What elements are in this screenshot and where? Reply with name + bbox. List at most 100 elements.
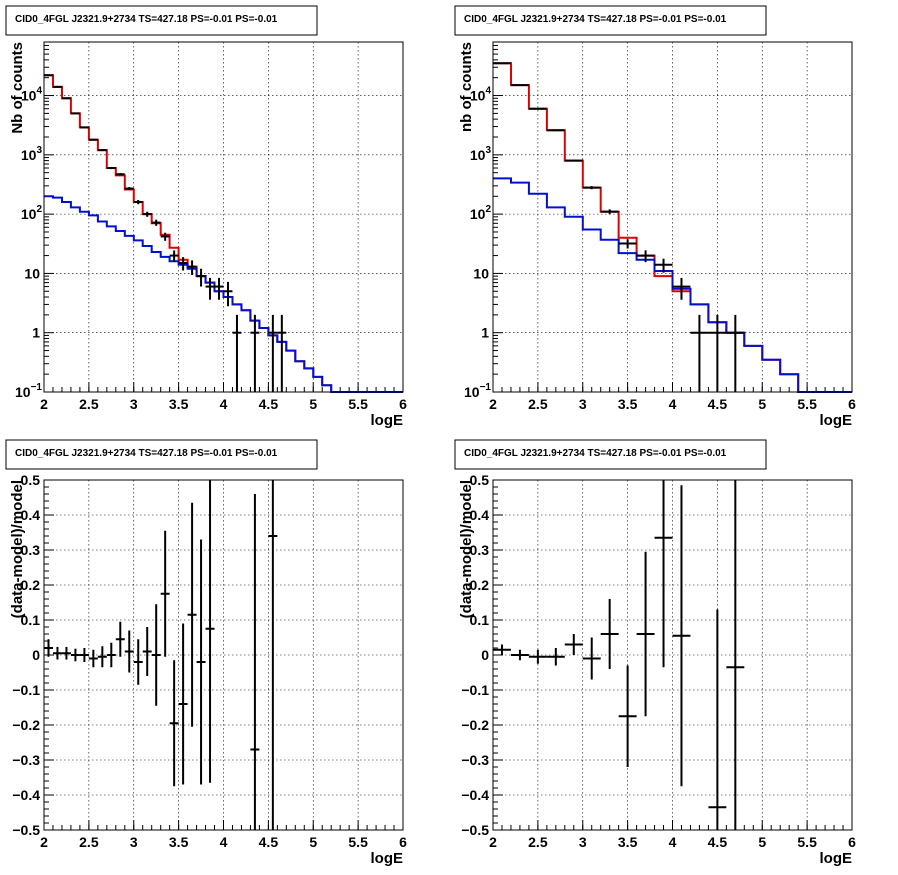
data-point bbox=[151, 219, 161, 226]
data-point bbox=[528, 107, 547, 110]
data-point bbox=[196, 539, 206, 785]
y-tick-label: 0.5 bbox=[470, 472, 490, 488]
x-tick-label: 2 bbox=[489, 396, 497, 412]
data-point bbox=[187, 502, 197, 727]
x-tick-label: 3 bbox=[130, 396, 138, 412]
data-point bbox=[133, 200, 143, 205]
x-tick-label: 3.5 bbox=[169, 834, 189, 850]
plot-frame bbox=[492, 479, 853, 831]
y-tick-base: 10 bbox=[15, 384, 31, 400]
x-tick-label: 2 bbox=[40, 834, 48, 850]
title-box bbox=[454, 439, 767, 470]
data-point bbox=[546, 648, 565, 666]
data-point bbox=[636, 551, 655, 717]
x-tick-label: 4.5 bbox=[259, 396, 279, 412]
data-point bbox=[205, 480, 215, 783]
data-point bbox=[250, 494, 260, 830]
data-point bbox=[124, 187, 134, 191]
x-tick-label: 2.5 bbox=[79, 396, 99, 412]
y-tick-label: 10 bbox=[24, 265, 40, 281]
data-point bbox=[205, 277, 215, 300]
y-axis-label: Nb of counts bbox=[9, 42, 26, 134]
y-tick-base: 1 bbox=[32, 325, 40, 341]
data-point bbox=[187, 260, 197, 276]
data-point bbox=[79, 648, 89, 662]
y-tick-label: 0.3 bbox=[21, 542, 41, 558]
data-point bbox=[493, 644, 511, 655]
plot-frame bbox=[43, 479, 404, 831]
y-tick-exponent: 3 bbox=[485, 145, 491, 156]
x-tick-label: 4.5 bbox=[708, 396, 728, 412]
y-tick-label: 10−1 bbox=[15, 382, 42, 400]
data-point bbox=[196, 268, 206, 287]
data-point bbox=[133, 639, 143, 685]
y-tick-base: 10 bbox=[470, 206, 486, 222]
y-tick-label: −0.4 bbox=[461, 787, 489, 803]
data-point bbox=[70, 112, 80, 115]
y-tick-base: 10 bbox=[21, 147, 37, 163]
x-tick-label: 4.5 bbox=[708, 834, 728, 850]
data-point bbox=[564, 634, 583, 655]
data-point bbox=[61, 97, 71, 100]
data-point bbox=[268, 314, 278, 392]
title-box bbox=[5, 5, 318, 36]
y-tick-exponent: 3 bbox=[36, 145, 42, 156]
data-point bbox=[142, 211, 152, 217]
y-tick-label: −0.2 bbox=[461, 717, 489, 733]
data-point bbox=[726, 480, 745, 830]
x-tick-label: 3 bbox=[579, 396, 587, 412]
residual-panel-right: CID0_4FGL J2321.9+2734 TS=427.18 PS=-0.0… bbox=[454, 439, 856, 867]
y-tick-label: 0.3 bbox=[470, 542, 490, 558]
y-tick-base: 1 bbox=[481, 325, 489, 341]
x-tick-label: 6 bbox=[399, 396, 407, 412]
data-point bbox=[44, 639, 53, 657]
y-tick-label: 102 bbox=[21, 204, 43, 222]
x-tick-label: 5 bbox=[309, 834, 317, 850]
y-tick-label: 103 bbox=[470, 145, 492, 163]
y-tick-exponent: 2 bbox=[36, 204, 42, 215]
y-tick-label: 0.2 bbox=[470, 577, 490, 593]
y-axis-label: nb of counts bbox=[458, 42, 475, 132]
chart-title: CID0_4FGL J2321.9+2734 TS=427.18 PS=-0.0… bbox=[464, 448, 727, 459]
y-tick-exponent: −1 bbox=[31, 382, 43, 393]
y-tick-base: 10 bbox=[464, 384, 480, 400]
y-tick-exponent: 4 bbox=[485, 86, 491, 97]
data-point bbox=[160, 530, 170, 657]
data-point bbox=[97, 646, 107, 668]
data-point bbox=[88, 649, 98, 668]
data-point bbox=[250, 314, 260, 392]
y-tick-label: 0.1 bbox=[470, 612, 490, 628]
y-tick-label: 104 bbox=[470, 86, 492, 104]
x-tick-label: 2.5 bbox=[79, 834, 99, 850]
x-tick-label: 4.5 bbox=[259, 834, 279, 850]
x-tick-label: 4 bbox=[220, 834, 228, 850]
y-tick-base: 10 bbox=[470, 88, 486, 104]
data-point bbox=[708, 314, 727, 392]
x-tick-label: 5.5 bbox=[797, 834, 817, 850]
x-tick-label: 2 bbox=[489, 834, 497, 850]
x-tick-label: 3 bbox=[579, 834, 587, 850]
x-axis-label: logE bbox=[371, 850, 404, 867]
x-tick-label: 5.5 bbox=[348, 396, 368, 412]
data-point bbox=[582, 637, 601, 680]
data-point bbox=[528, 649, 547, 664]
data-point bbox=[151, 604, 161, 706]
data-point bbox=[106, 642, 116, 668]
x-tick-label: 6 bbox=[848, 396, 856, 412]
data-point bbox=[277, 314, 287, 392]
x-tick-label: 2.5 bbox=[528, 834, 548, 850]
x-tick-label: 3 bbox=[130, 834, 138, 850]
chart-title: CID0_4FGL J2321.9+2734 TS=427.18 PS=-0.0… bbox=[15, 14, 278, 25]
data-point bbox=[97, 149, 107, 152]
y-tick-label: −0.3 bbox=[461, 752, 489, 768]
chart-title: CID0_4FGL J2321.9+2734 TS=427.18 PS=-0.0… bbox=[15, 448, 278, 459]
data-point bbox=[654, 258, 673, 273]
y-tick-exponent: 2 bbox=[485, 204, 491, 215]
y-tick-label: 0.2 bbox=[21, 577, 41, 593]
x-tick-label: 2.5 bbox=[528, 396, 548, 412]
x-axis-label: logE bbox=[820, 850, 853, 867]
data-point bbox=[88, 138, 98, 141]
x-tick-label: 5.5 bbox=[797, 396, 817, 412]
y-tick-base: 10 bbox=[24, 265, 40, 281]
data-point bbox=[600, 209, 619, 215]
